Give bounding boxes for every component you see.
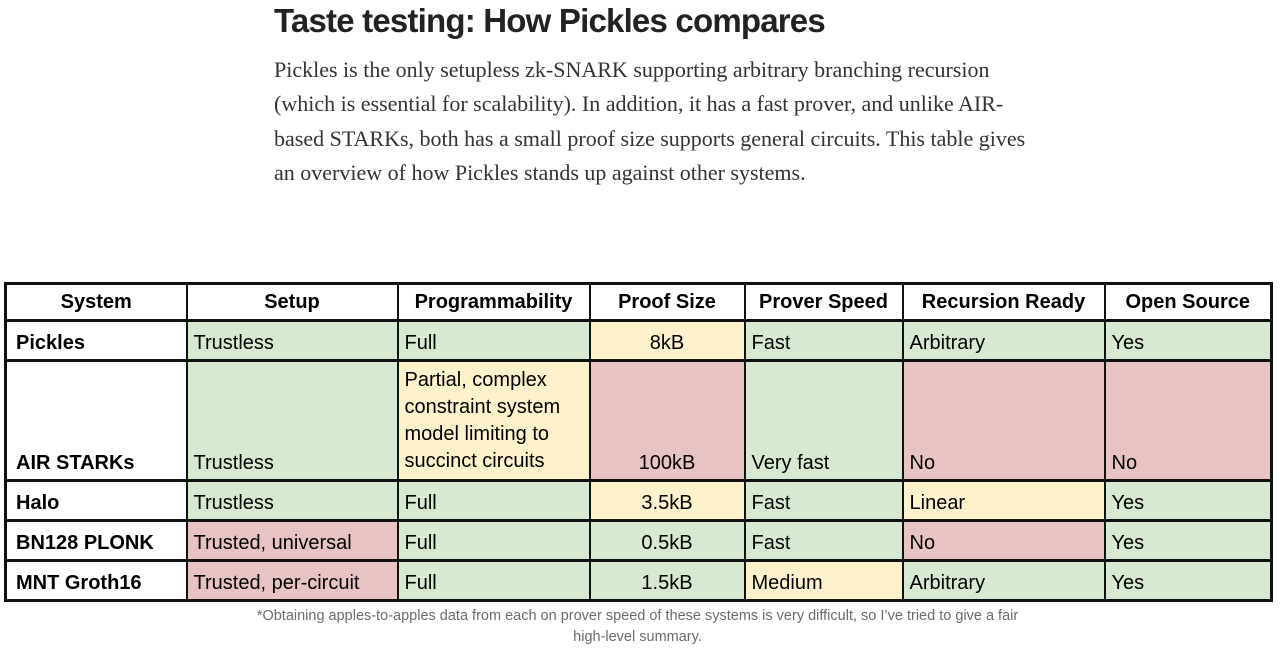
header-programmability: Programmability (396, 282, 591, 322)
table-row: AIR STARKs Trustless Partial, complex co… (4, 359, 1273, 482)
table-row: Halo Trustless Full 3.5kB Fast Linear Ye… (4, 479, 1273, 522)
cell-programmability: Full (396, 479, 591, 522)
table-row: BN128 PLONK Trusted, universal Full 0.5k… (4, 519, 1273, 562)
cell-prover-speed: Fast (743, 319, 904, 362)
table-header-row: System Setup Programmability Proof Size … (4, 282, 1273, 322)
cell-programmability: Full (396, 559, 591, 602)
cell-system: AIR STARKs (4, 359, 188, 482)
header-recursion-ready: Recursion Ready (901, 282, 1106, 322)
header-proof-size: Proof Size (588, 282, 746, 322)
cell-recursion-ready: Arbitrary (901, 319, 1106, 362)
cell-proof-size: 100kB (588, 359, 746, 482)
cell-programmability: Full (396, 319, 591, 362)
cell-system: MNT Groth16 (4, 559, 188, 602)
cell-open-source: No (1103, 359, 1273, 482)
cell-proof-size: 0.5kB (588, 519, 746, 562)
table-row: Pickles Trustless Full 8kB Fast Arbitrar… (4, 319, 1273, 362)
cell-setup: Trustless (185, 319, 399, 362)
footnote: *Obtaining apples-to-apples data from ea… (256, 608, 1019, 645)
header-prover-speed: Prover Speed (743, 282, 904, 322)
cell-recursion-ready: Linear (901, 479, 1106, 522)
cell-programmability: Full (396, 519, 591, 562)
cell-system: BN128 PLONK (4, 519, 188, 562)
comparison-table: System Setup Programmability Proof Size … (4, 282, 1273, 602)
header-setup: Setup (185, 282, 399, 322)
cell-proof-size: 1.5kB (588, 559, 746, 602)
cell-system: Halo (4, 479, 188, 522)
header-open-source: Open Source (1103, 282, 1273, 322)
cell-prover-speed: Medium (743, 559, 904, 602)
cell-prover-speed: Fast (743, 479, 904, 522)
page-title: Taste testing: How Pickles compares (274, 2, 826, 39)
cell-recursion-ready: Arbitrary (901, 559, 1106, 602)
cell-open-source: Yes (1103, 519, 1273, 562)
cell-open-source: Yes (1103, 319, 1273, 362)
cell-programmability: Partial, complex constraint system model… (396, 359, 591, 482)
cell-prover-speed: Very fast (743, 359, 904, 482)
cell-setup: Trusted, universal (185, 519, 399, 562)
cell-recursion-ready: No (901, 519, 1106, 562)
header-system: System (4, 282, 188, 322)
cell-prover-speed: Fast (743, 519, 904, 562)
cell-recursion-ready: No (901, 359, 1106, 482)
cell-setup: Trustless (185, 479, 399, 522)
table-row: MNT Groth16 Trusted, per-circuit Full 1.… (4, 559, 1273, 602)
cell-proof-size: 3.5kB (588, 479, 746, 522)
cell-setup: Trusted, per-circuit (185, 559, 399, 602)
intro-paragraph: Pickles is the only setupless zk-SNARK s… (274, 57, 1026, 186)
cell-open-source: Yes (1103, 479, 1273, 522)
cell-proof-size: 8kB (588, 319, 746, 362)
cell-system: Pickles (4, 319, 188, 362)
cell-setup: Trustless (185, 359, 399, 482)
cell-open-source: Yes (1103, 559, 1273, 602)
